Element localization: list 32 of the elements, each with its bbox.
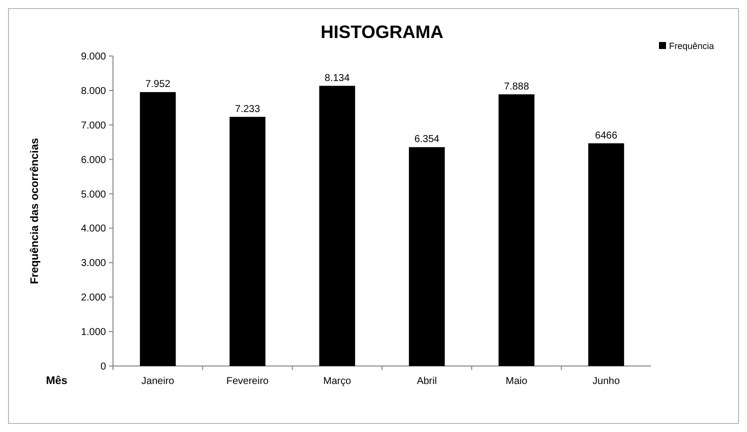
bar: [230, 116, 266, 366]
y-tick-label: 2.000: [80, 292, 106, 304]
bar: [319, 86, 356, 366]
x-tick-label: Janeiro: [141, 376, 175, 387]
data-label: 7.888: [504, 81, 530, 92]
chart-title: HISTOGRAMA: [320, 22, 444, 42]
bar: [588, 143, 624, 366]
bar: [140, 92, 176, 366]
data-label: 7.233: [234, 104, 260, 115]
x-tick-label: Junho: [592, 376, 620, 387]
y-tick-label: 7.000: [80, 120, 106, 132]
y-tick-label: 3.000: [80, 258, 106, 270]
legend-label: Frequência: [669, 41, 714, 52]
y-tick-label: 9.000: [80, 52, 106, 62]
x-axis-title: Mês: [46, 375, 68, 387]
data-label: 7.952: [145, 79, 171, 90]
y-tick-label: 8.000: [80, 86, 106, 97]
y-axis-title: Frequência das ocorrências: [29, 138, 41, 284]
data-label: 8.134: [324, 72, 350, 84]
y-tick-label: 6.000: [80, 154, 106, 166]
y-tick-label: 5.000: [80, 189, 106, 200]
bar: [408, 147, 445, 366]
data-label: 6.354: [414, 134, 440, 146]
x-tick-label: Março: [323, 376, 352, 387]
x-tick-label: Abril: [416, 376, 437, 387]
bar: [498, 94, 534, 366]
x-tick-label: Fevereiro: [226, 376, 270, 387]
y-tick-label: 4.000: [80, 224, 106, 235]
x-tick-label: Maio: [506, 376, 528, 387]
y-tick-label: 0: [100, 362, 106, 372]
data-label: 6466: [595, 130, 618, 142]
y-tick-label: 1.000: [80, 327, 106, 338]
